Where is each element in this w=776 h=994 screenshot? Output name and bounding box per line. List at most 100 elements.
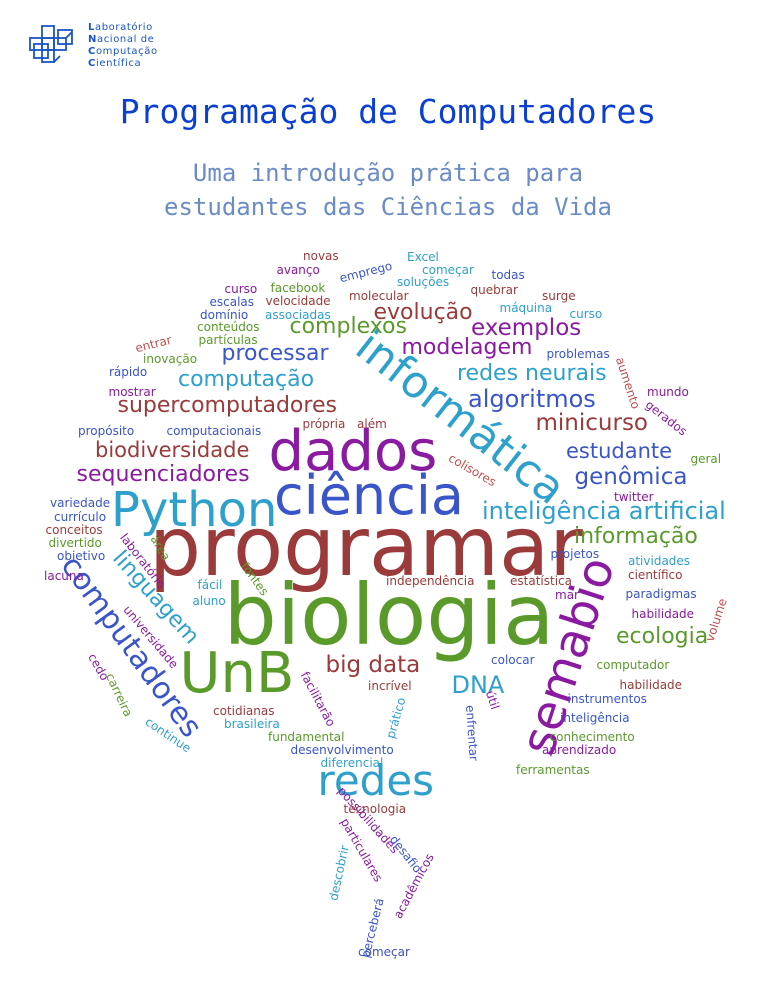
word-cloud-word: facilitarão <box>297 669 339 729</box>
logo-line-4: Científica <box>88 58 142 69</box>
word-cloud-word: UnB <box>179 641 295 706</box>
word-cloud-word: biologia <box>223 566 555 664</box>
word-cloud-word: novas <box>303 249 339 263</box>
word-cloud-word: soluções <box>397 275 450 289</box>
lncc-cubes-icon <box>29 25 73 63</box>
word-cloud-word: além <box>357 417 387 431</box>
word-cloud-word: curso <box>569 307 603 321</box>
word-cloud-word: associadas <box>265 308 331 322</box>
word-cloud-word: domínio <box>200 308 249 322</box>
word-cloud-word: conhecimento <box>549 730 635 744</box>
word-cloud-word: big data <box>325 651 421 678</box>
word-cloud-word: avanço <box>276 263 320 277</box>
word-cloud-word: começar <box>422 263 474 277</box>
word-cloud-word: própria <box>302 417 346 431</box>
word-cloud-word: objetivo <box>57 549 106 563</box>
word-cloud-word: variedade <box>50 496 111 510</box>
word-cloud-word: começar <box>358 945 410 959</box>
word-cloud-word: projetos <box>550 547 600 561</box>
word-cloud-word: inovação <box>143 352 198 366</box>
word-cloud-word: incrível <box>368 679 412 693</box>
word-cloud-word: lacuna <box>44 569 84 583</box>
word-cloud-word: complexos <box>289 314 407 339</box>
word-cloud-word: redes neurais <box>457 361 607 386</box>
word-cloud-word: aluno <box>192 594 226 608</box>
word-cloud-word: surge <box>542 289 576 303</box>
word-cloud-word: ciência <box>274 464 464 527</box>
word-cloud-word: informação <box>574 524 698 549</box>
word-cloud-word: mar <box>555 588 579 602</box>
word-cloud-word: inteligência artificial <box>482 497 726 525</box>
word-cloud-word: descobrir <box>326 844 352 902</box>
subtitle-line-2: estudantes das Ciências da Vida <box>164 193 612 221</box>
word-cloud-word: ferramentas <box>516 763 590 777</box>
word-cloud-word: divertido <box>48 536 102 550</box>
word-cloud-word: Excel <box>407 250 439 264</box>
word-cloud-word: facebook <box>270 281 326 295</box>
logo-line-3: Computação <box>88 46 158 57</box>
word-cloud-word: instrumentos <box>567 692 647 706</box>
word-cloud-word: estatística <box>510 574 572 588</box>
word-cloud-word: biodiversidade <box>95 437 250 462</box>
word-cloud-word: desenvolvimento <box>290 743 394 757</box>
word-cloud-word: cotidianas <box>213 704 275 718</box>
word-cloud-word: currículo <box>54 510 107 524</box>
word-cloud-word: diferencial <box>320 756 384 770</box>
word-cloud-word: supercomputadores <box>117 393 337 418</box>
word-cloud-word: computador <box>596 658 670 672</box>
word-cloud-word: DNA <box>451 671 505 699</box>
word-cloud-word: todas <box>491 268 525 282</box>
word-cloud-word: independência <box>386 574 475 588</box>
word-cloud-word: emprego <box>338 258 394 286</box>
word-cloud-word: rápido <box>109 365 148 379</box>
word-cloud-word: velocidade <box>265 294 331 308</box>
word-cloud-word: atividades <box>628 554 691 568</box>
word-cloud-word: mostrar <box>108 385 156 399</box>
word-cloud-word: aprendizado <box>542 743 617 757</box>
word-cloud-word: prático <box>383 695 409 741</box>
lncc-logo: Laboratório Nacional de Computação Cient… <box>28 22 176 72</box>
word-cloud-word: programar <box>149 500 583 595</box>
word-cloud-word: gerados <box>642 397 690 439</box>
word-cloud-word: evolução <box>373 300 473 325</box>
word-cloud-word: geral <box>690 452 722 466</box>
word-cloud-word: tecnologia <box>343 802 407 816</box>
word-cloud-word: genômica <box>574 463 688 490</box>
word-cloud-word: algoritmos <box>468 385 596 413</box>
word-cloud-word: habilidade <box>619 678 683 692</box>
word-cloud-word: processar <box>221 341 329 366</box>
word-cloud-word: computacionais <box>166 424 262 438</box>
word-cloud-word: conteúdos <box>197 320 260 334</box>
word-cloud-word: científico <box>628 568 683 582</box>
word-cloud-word: twitter <box>614 490 654 504</box>
word-cloud-word: paradigmas <box>625 587 697 601</box>
word-cloud-word: brasileira <box>224 717 280 731</box>
word-cloud-word: problemas <box>546 347 610 361</box>
word-cloud-word: fundamental <box>268 730 345 744</box>
word-cloud-word: volume <box>702 596 730 644</box>
word-cloud-word: escalas <box>209 295 255 309</box>
word-cloud-word: ecologia <box>616 624 709 649</box>
word-cloud-word: habilidade <box>631 607 695 621</box>
page-title: Programação de Computadores <box>119 92 657 131</box>
word-cloud-word: sequenciadores <box>76 462 250 487</box>
logo-line-2: Nacional de <box>88 34 155 45</box>
word-cloud-word: colocar <box>491 653 535 667</box>
word-cloud-word: máquina <box>499 301 553 315</box>
word-cloud-word: dados <box>268 419 438 484</box>
word-cloud-word: molecular <box>349 289 409 303</box>
page-subtitle: Uma introdução prática para estudantes d… <box>0 156 776 224</box>
word-cloud-word: partículas <box>198 333 258 347</box>
word-cloud-word: fácil <box>197 578 223 592</box>
word-cloud-word: enfrentar <box>463 704 481 762</box>
word-cloud-word: aumento <box>612 355 643 411</box>
word-cloud-word: conceitos <box>45 523 103 537</box>
word-cloud-word: curso <box>224 282 258 296</box>
word-cloud-word: minicurso <box>535 409 649 436</box>
word-cloud-word: redes <box>317 756 435 805</box>
subtitle-line-1: Uma introdução prática para <box>192 159 584 187</box>
lncc-logo-text: Laboratório Nacional de Computação Cient… <box>88 22 158 70</box>
logo-line-1: Laboratório <box>88 22 153 33</box>
word-cloud-word: carreira <box>103 671 136 719</box>
